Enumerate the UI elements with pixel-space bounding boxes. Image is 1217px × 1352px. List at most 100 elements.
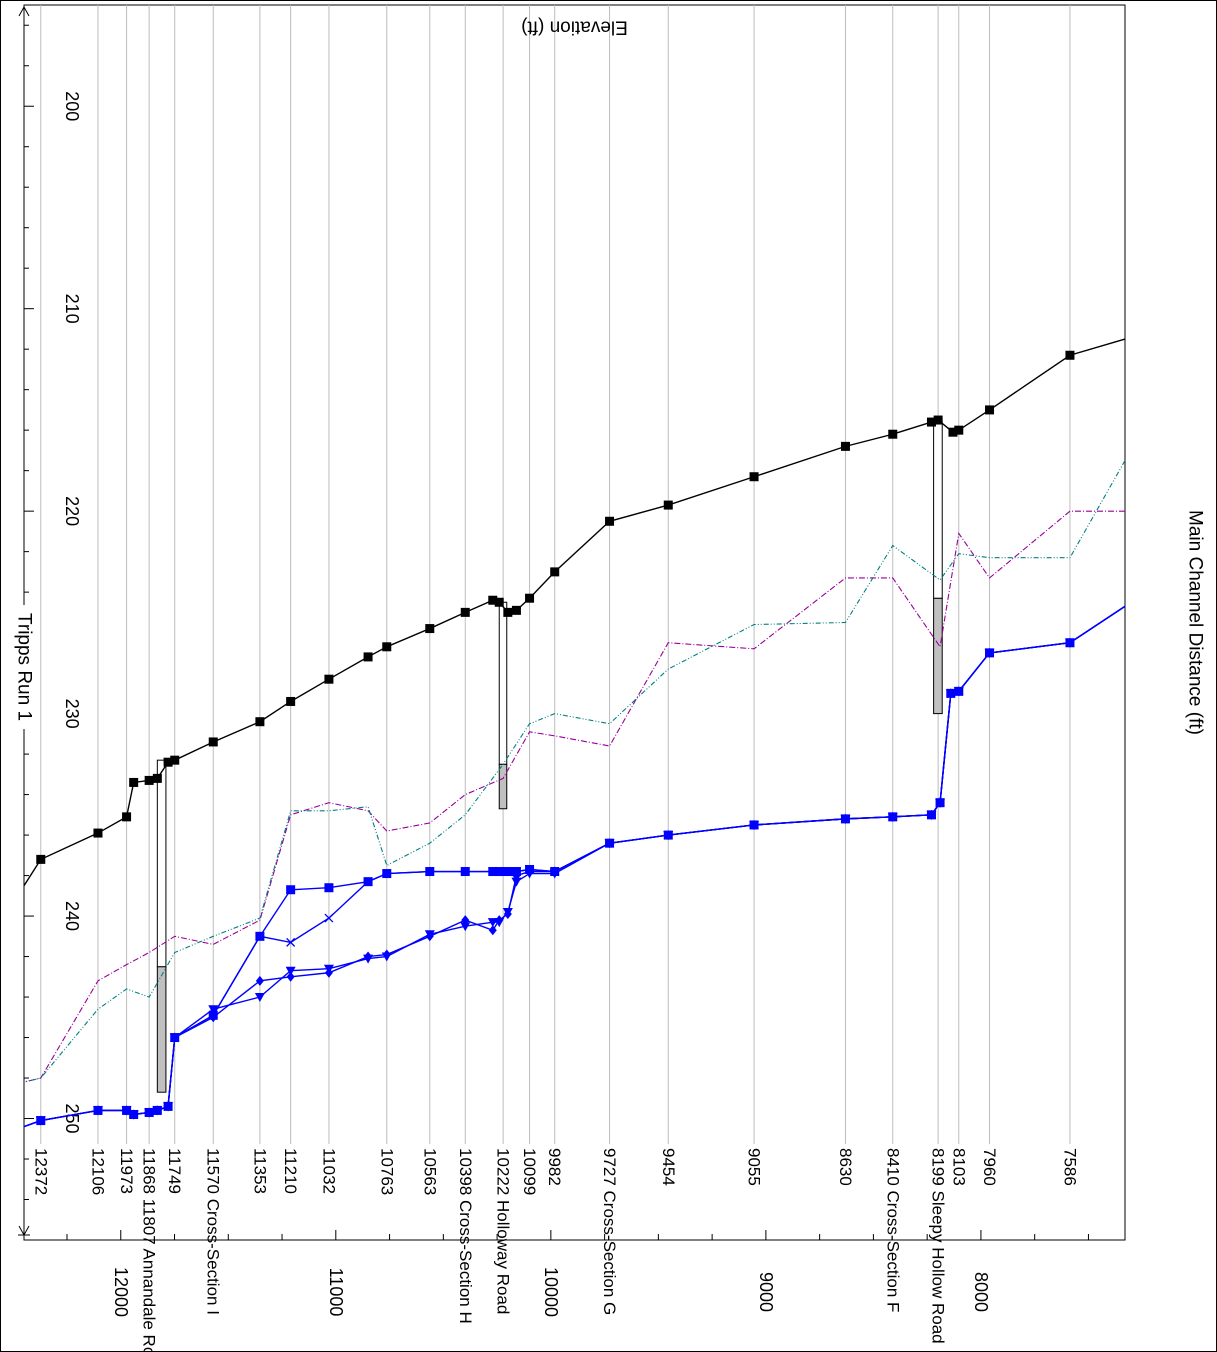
ground-point (163, 757, 173, 767)
water-surface-point (254, 993, 265, 1003)
y-tick-label: 250 (62, 1104, 82, 1134)
water-surface-point (525, 866, 534, 877)
ground-point (170, 755, 180, 765)
water-surface-point (324, 967, 333, 978)
water-surface-point (954, 686, 963, 697)
bridge-deck (498, 763, 508, 810)
water-surface-point (927, 809, 936, 820)
water-surface-point (605, 838, 614, 849)
y-tick-label: 240 (62, 901, 82, 931)
left-bank-line (23, 510, 1125, 1083)
station-label: 8630 (836, 1148, 855, 1186)
water-surface-point (324, 913, 334, 923)
water-surface-point (36, 1115, 45, 1126)
station-label: 10099 (520, 1148, 539, 1195)
water-surface-point (460, 922, 471, 932)
water-surface-point (129, 1109, 138, 1120)
y-tick-label: 230 (62, 699, 82, 729)
water-surface-point (425, 867, 435, 876)
ground-point (888, 429, 898, 439)
ground-point (425, 624, 435, 634)
water-surface-point (460, 867, 470, 876)
ground-point (129, 777, 139, 787)
ground-point (144, 775, 154, 785)
right-bank-line (23, 460, 1126, 1083)
water-surface-point (664, 830, 673, 841)
water-surface-point (286, 885, 296, 895)
water-surface-point (286, 937, 296, 947)
water-surface-point (122, 1105, 131, 1116)
station-label: 11353 (250, 1148, 269, 1194)
water-surface-point (488, 867, 498, 876)
x-tick-label: 10000 (541, 1267, 561, 1317)
ground-point (152, 773, 162, 783)
x-axis-label: Main Channel Distance (ft) (1185, 510, 1206, 735)
ground-point (36, 854, 46, 864)
station-label: 11973 (117, 1148, 136, 1194)
ground-point (382, 642, 392, 652)
water-surface-point (255, 975, 264, 986)
bridge-opening (156, 759, 167, 968)
ground-point (1065, 350, 1075, 360)
ground-point (948, 427, 958, 437)
ground-point (840, 441, 850, 451)
station-label: 8410 Cross-Section F (883, 1148, 902, 1312)
water-surface-point (936, 797, 945, 808)
water-surface-point (382, 869, 392, 879)
station-label: 10222 Holloway Road (494, 1148, 513, 1314)
station-label: 12106 (88, 1148, 107, 1195)
y-tick-label: 220 (62, 496, 82, 526)
station-label: 10398 Cross-Section H (456, 1148, 475, 1324)
station-label: 12372 (31, 1148, 50, 1195)
water-surface-point (153, 1105, 162, 1116)
water-surface-point (750, 819, 759, 830)
bridge-opening (498, 601, 508, 765)
water-surface-point (285, 966, 296, 976)
water-surface-point (550, 866, 559, 877)
ground-point (363, 652, 373, 662)
water-surface-point (164, 1101, 173, 1112)
ground-point (324, 674, 334, 684)
y-axis-label: Elevation (ft) (521, 17, 628, 38)
ground-point (460, 607, 470, 617)
ground-point (255, 717, 265, 727)
ground-point (286, 696, 296, 706)
water-surface-point (495, 915, 504, 926)
x-tick-label: 8000 (971, 1272, 991, 1312)
water-surface-point (503, 867, 513, 876)
station-label: 9982 (545, 1148, 564, 1186)
ground-point (926, 417, 936, 427)
water-surface-point (946, 688, 955, 699)
chart-title: Tripps Run 1 (14, 613, 35, 721)
water-surface-point (841, 813, 850, 824)
water-surface-point (324, 883, 334, 893)
x-tick-label: 11000 (326, 1268, 346, 1317)
station-label: 11032 (319, 1148, 338, 1194)
station-label: 7586 (1060, 1148, 1079, 1186)
ground-point (985, 405, 995, 415)
water-surface-point (93, 1105, 102, 1116)
water-surface-point (363, 877, 373, 887)
station-label: 9727 Cross-Section G (600, 1148, 619, 1315)
bridge-deck (933, 597, 943, 715)
ground-point (954, 425, 964, 435)
ground-point (749, 472, 759, 482)
y-tick-label: 210 (62, 294, 82, 324)
water-surface-point (209, 1012, 218, 1023)
water-surface-point (512, 870, 521, 881)
station-label: 8103 (949, 1148, 968, 1186)
ground-point (503, 607, 513, 617)
ground-point (488, 595, 498, 605)
ground-point (511, 605, 521, 615)
station-label: 10763 (377, 1148, 396, 1195)
station-label: 8199 Sleepy Hollow Road (929, 1148, 948, 1344)
water-surface-point (425, 931, 434, 942)
ground-point (933, 415, 943, 425)
title-bracket-arrow (18, 1225, 30, 1237)
water-surface-point (286, 971, 295, 982)
bridge-deck (156, 966, 167, 1093)
station-label: 11749 (165, 1148, 184, 1194)
